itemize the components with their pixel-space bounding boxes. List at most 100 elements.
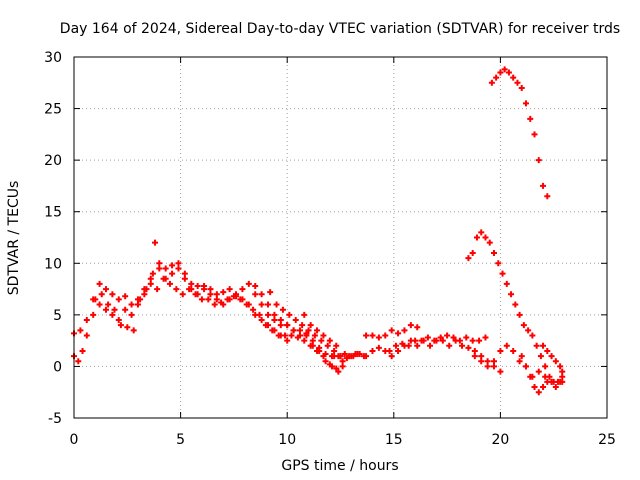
y-tick-label: 10: [44, 256, 62, 272]
data-point: [525, 327, 532, 334]
data-point: [152, 239, 159, 246]
data-point: [320, 353, 327, 360]
x-tick-label: 5: [176, 432, 185, 448]
data-point: [292, 317, 299, 324]
data-point: [559, 378, 566, 385]
y-tick-label: 5: [53, 308, 62, 324]
data-point: [305, 327, 312, 334]
data-point: [424, 334, 431, 341]
data-point: [130, 327, 137, 334]
data-point: [491, 358, 498, 365]
data-point: [279, 306, 286, 313]
data-point: [386, 347, 393, 354]
data-point: [333, 365, 340, 372]
data-point: [497, 368, 504, 375]
data-point: [294, 334, 301, 341]
data-point: [544, 347, 551, 354]
data-point: [124, 324, 131, 331]
data-point: [469, 337, 476, 344]
data-point: [316, 347, 323, 354]
data-point: [535, 157, 542, 164]
data-point: [311, 332, 318, 339]
data-point: [369, 332, 376, 339]
data-point: [296, 327, 303, 334]
x-axis-label: GPS time / hours: [281, 458, 398, 474]
data-point: [382, 332, 389, 339]
data-point: [439, 337, 446, 344]
data-point: [96, 280, 103, 287]
data-point: [518, 353, 525, 360]
data-point: [213, 296, 220, 303]
axis-ticks: 0 5 10 15 20 25 -5 0 5 10 15 20 25 30: [44, 50, 616, 448]
data-point: [471, 347, 478, 354]
data-point: [173, 286, 180, 293]
data-point: [181, 275, 188, 282]
y-tick-label: 15: [44, 205, 62, 221]
data-point: [192, 291, 199, 298]
data-point: [92, 296, 99, 303]
data-point: [548, 353, 555, 360]
chart-title: Day 164 of 2024, Sidereal Day-to-day VTE…: [60, 21, 620, 37]
data-point: [115, 296, 122, 303]
data-point: [503, 280, 510, 287]
data-point: [258, 291, 265, 298]
x-tick-label: 20: [491, 432, 509, 448]
data-point: [363, 353, 370, 360]
data-point: [252, 282, 259, 289]
data-point: [514, 79, 521, 86]
data-point: [531, 384, 538, 391]
x-tick-label: 0: [70, 432, 79, 448]
data-point: [271, 311, 278, 318]
data-point: [522, 100, 529, 107]
data-point: [188, 280, 195, 287]
data-point: [220, 289, 227, 296]
data-point: [137, 296, 144, 303]
data-point: [540, 182, 547, 189]
data-point: [484, 363, 491, 370]
data-point: [350, 353, 357, 360]
series-track-b: [71, 275, 359, 372]
data-point: [537, 353, 544, 360]
data-point: [83, 317, 90, 324]
data-point: [96, 301, 103, 308]
data-point: [162, 275, 169, 282]
data-point: [491, 363, 498, 370]
data-point: [437, 334, 444, 341]
data-point: [559, 373, 566, 380]
data-point: [207, 291, 214, 298]
data-point: [473, 234, 480, 241]
data-point: [469, 249, 476, 256]
data-point: [341, 351, 348, 358]
data-point: [431, 337, 438, 344]
data-point: [369, 347, 376, 354]
data-point: [162, 265, 169, 272]
data-point: [559, 368, 566, 375]
data-point: [395, 347, 402, 354]
data-point: [147, 280, 154, 287]
data-point: [147, 275, 154, 282]
data-point: [252, 291, 259, 298]
data-point: [207, 286, 214, 293]
data-point: [111, 306, 118, 313]
data-point: [510, 347, 517, 354]
y-tick-label: 20: [44, 153, 62, 169]
data-point: [277, 317, 284, 324]
data-point: [542, 363, 549, 370]
y-tick-label: 30: [44, 50, 62, 66]
data-point: [220, 301, 227, 308]
data-point: [239, 286, 246, 293]
series-track-i: [386, 332, 489, 354]
data-point: [405, 342, 412, 349]
data-point: [128, 311, 135, 318]
data-point: [324, 342, 331, 349]
y-tick-label: 0: [53, 359, 62, 375]
data-point: [258, 301, 265, 308]
data-point: [501, 66, 508, 73]
data-point: [290, 327, 297, 334]
data-point: [476, 337, 483, 344]
data-point: [418, 337, 425, 344]
data-point: [75, 358, 82, 365]
data-point: [552, 358, 559, 365]
data-point: [265, 311, 272, 318]
